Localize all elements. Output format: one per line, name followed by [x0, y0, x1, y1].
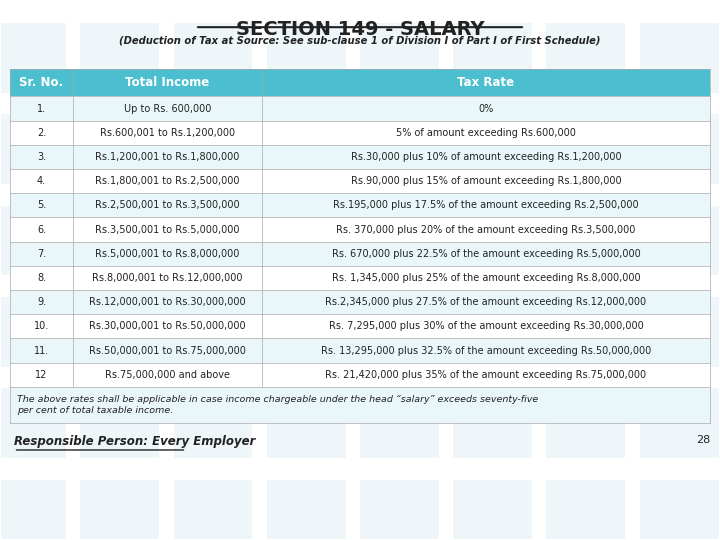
Text: Sr. No.: Sr. No.: [19, 76, 63, 89]
Text: 28: 28: [696, 435, 710, 445]
Text: Tax Rate: Tax Rate: [457, 76, 515, 89]
Bar: [10, 69, 73, 97]
Text: Rs. 13,295,000 plus 32.5% of the amount exceeding Rs.50,000,000: Rs. 13,295,000 plus 32.5% of the amount …: [321, 346, 651, 355]
Text: 8.: 8.: [37, 273, 46, 283]
Text: 2.: 2.: [37, 128, 46, 138]
Text: Up to Rs. 600,000: Up to Rs. 600,000: [124, 104, 211, 113]
Bar: [10, 120, 710, 145]
Bar: [10, 97, 710, 120]
Text: Rs.1,800,001 to Rs.2,500,000: Rs.1,800,001 to Rs.2,500,000: [95, 176, 240, 186]
Text: 5.: 5.: [37, 200, 46, 211]
Text: Rs.50,000,001 to Rs.75,000,000: Rs.50,000,001 to Rs.75,000,000: [89, 346, 246, 355]
Text: SECTION 149 - SALARY: SECTION 149 - SALARY: [235, 20, 485, 39]
Text: Rs.12,000,001 to Rs.30,000,000: Rs.12,000,001 to Rs.30,000,000: [89, 297, 246, 307]
Text: 11.: 11.: [34, 346, 49, 355]
Text: Rs.2,345,000 plus 27.5% of the amount exceeding Rs.12,000,000: Rs.2,345,000 plus 27.5% of the amount ex…: [325, 297, 647, 307]
Text: Total Income: Total Income: [125, 76, 210, 89]
Text: Rs.8,000,001 to Rs.12,000,000: Rs.8,000,001 to Rs.12,000,000: [92, 273, 243, 283]
Text: The above rates shall be applicable in case income chargeable under the head “sa: The above rates shall be applicable in c…: [17, 395, 539, 415]
Text: Rs.2,500,001 to Rs.3,500,000: Rs.2,500,001 to Rs.3,500,000: [95, 200, 240, 211]
Bar: [73, 69, 262, 97]
Bar: [10, 241, 710, 266]
Text: Rs.30,000 plus 10% of amount exceeding Rs.1,200,000: Rs.30,000 plus 10% of amount exceeding R…: [351, 152, 621, 162]
Text: Rs.600,001 to Rs.1,200,000: Rs.600,001 to Rs.1,200,000: [100, 128, 235, 138]
Bar: [10, 145, 710, 169]
Bar: [10, 169, 710, 193]
Bar: [10, 266, 710, 290]
Text: Rs.30,000,001 to Rs.50,000,000: Rs.30,000,001 to Rs.50,000,000: [89, 321, 246, 332]
Bar: [10, 339, 710, 363]
Text: Rs. 21,420,000 plus 35% of the amount exceeding Rs.75,000,000: Rs. 21,420,000 plus 35% of the amount ex…: [325, 370, 647, 380]
Bar: [10, 290, 710, 314]
Text: Rs.3,500,001 to Rs.5,000,000: Rs.3,500,001 to Rs.5,000,000: [95, 225, 240, 234]
Text: 10.: 10.: [34, 321, 49, 332]
Bar: [10, 218, 710, 241]
Text: Rs. 1,345,000 plus 25% of the amount exceeding Rs.8,000,000: Rs. 1,345,000 plus 25% of the amount exc…: [332, 273, 640, 283]
Text: 9.: 9.: [37, 297, 46, 307]
Text: 4.: 4.: [37, 176, 46, 186]
Text: Responsible Person: Every Employer: Responsible Person: Every Employer: [14, 435, 255, 448]
Bar: [10, 193, 710, 218]
Text: Rs. 670,000 plus 22.5% of the amount exceeding Rs.5,000,000: Rs. 670,000 plus 22.5% of the amount exc…: [332, 249, 640, 259]
Text: 5% of amount exceeding Rs.600,000: 5% of amount exceeding Rs.600,000: [396, 128, 576, 138]
Text: Rs.75,000,000 and above: Rs.75,000,000 and above: [105, 370, 230, 380]
Text: Rs.5,000,001 to Rs.8,000,000: Rs.5,000,001 to Rs.8,000,000: [95, 249, 240, 259]
Bar: [10, 314, 710, 339]
Text: 6.: 6.: [37, 225, 46, 234]
Text: Rs. 370,000 plus 20% of the amount exceeding Rs.3,500,000: Rs. 370,000 plus 20% of the amount excee…: [336, 225, 636, 234]
Text: 0%: 0%: [478, 104, 494, 113]
Text: 12: 12: [35, 370, 48, 380]
Text: Rs. 7,295,000 plus 30% of the amount exceeding Rs.30,000,000: Rs. 7,295,000 plus 30% of the amount exc…: [328, 321, 644, 332]
Text: 3.: 3.: [37, 152, 46, 162]
Bar: [262, 69, 710, 97]
Text: 7.: 7.: [37, 249, 46, 259]
Text: Rs.1,200,001 to Rs.1,800,000: Rs.1,200,001 to Rs.1,800,000: [95, 152, 240, 162]
Text: Rs.90,000 plus 15% of amount exceeding Rs.1,800,000: Rs.90,000 plus 15% of amount exceeding R…: [351, 176, 621, 186]
Text: 1.: 1.: [37, 104, 46, 113]
Bar: [10, 363, 710, 387]
Text: (Deduction of Tax at Source: See sub-clause 1 of Division I of Part I of First S: (Deduction of Tax at Source: See sub-cla…: [120, 35, 600, 45]
Text: Rs.195,000 plus 17.5% of the amount exceeding Rs.2,500,000: Rs.195,000 plus 17.5% of the amount exce…: [333, 200, 639, 211]
Bar: [10, 387, 710, 423]
